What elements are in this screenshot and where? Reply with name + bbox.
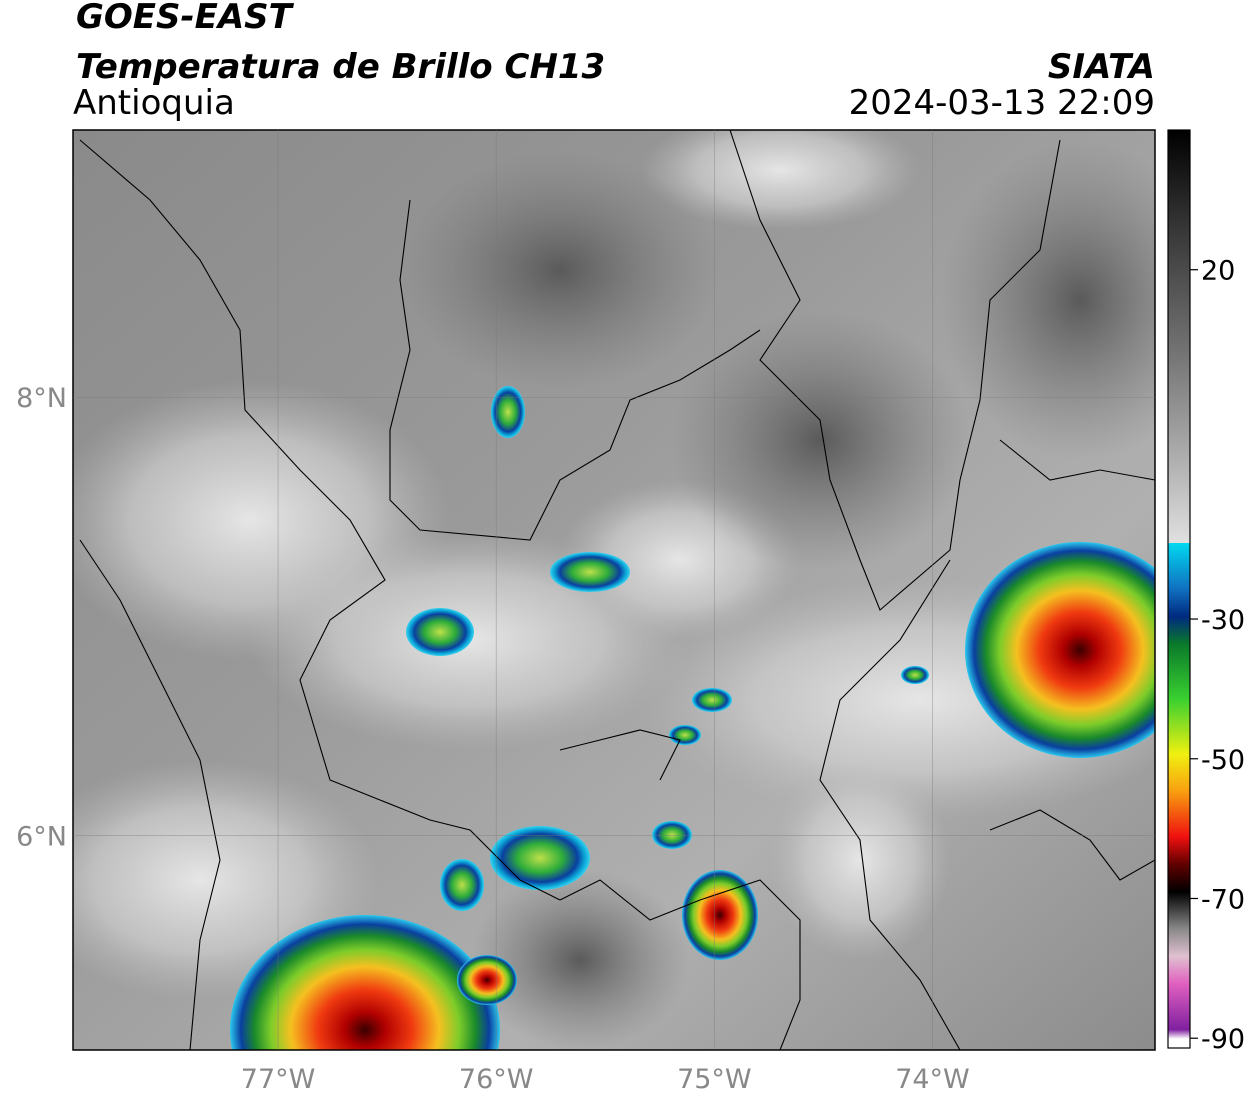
colorbar (1167, 129, 1191, 1049)
lon-label: 74°W (895, 1064, 970, 1095)
colorbar-tick-label: -50 (1201, 745, 1245, 776)
lat-label: 8°N (16, 383, 67, 414)
datetime: 2024-03-13 22:09 (849, 83, 1155, 123)
title: GOES-EAST (76, 0, 295, 37)
colorbar-tick-label: -30 (1201, 605, 1245, 636)
lon-label: 75°W (677, 1064, 752, 1095)
lon-label: 77°W (241, 1064, 316, 1095)
colorbar-tick-label: 20 (1201, 256, 1235, 287)
subtitle: Temperatura de Brillo CH13 (76, 47, 605, 87)
satellite-image (73, 130, 1155, 1050)
colorbar-tick-label: -90 (1201, 1024, 1245, 1055)
source: SIATA (1048, 47, 1155, 87)
lat-label: 6°N (16, 821, 67, 852)
map-frame (72, 129, 1156, 1051)
lon-label: 76°W (459, 1064, 534, 1095)
region: Antioquia (73, 83, 235, 123)
colorbar-tick-label: -70 (1201, 884, 1245, 915)
